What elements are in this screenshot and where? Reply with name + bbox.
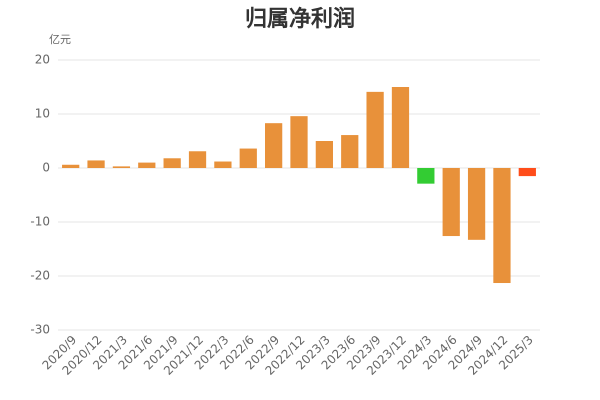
- y-axis-unit: 亿元: [49, 33, 71, 46]
- bar: [239, 148, 257, 168]
- bar: [163, 158, 181, 168]
- bar: [138, 162, 156, 168]
- bar: [265, 123, 283, 168]
- y-tick-label: 10: [35, 107, 50, 121]
- bar: [87, 160, 105, 168]
- bar: [62, 164, 80, 168]
- bar: [467, 168, 486, 240]
- bar: [442, 168, 460, 237]
- bar: [290, 116, 308, 168]
- bar: [417, 168, 435, 184]
- y-tick-label: 0: [42, 161, 50, 175]
- bar: [493, 168, 511, 284]
- bar: [315, 141, 333, 168]
- y-tick-label: -30: [30, 323, 50, 337]
- bar: [341, 135, 359, 168]
- bar: [366, 91, 384, 168]
- y-tick-label: -10: [30, 215, 50, 229]
- y-tick-label: -20: [30, 269, 50, 283]
- y-tick-label: 20: [35, 53, 50, 67]
- bar: [112, 166, 131, 168]
- bar: [518, 168, 536, 177]
- bar: [391, 87, 410, 168]
- bar: [214, 161, 232, 168]
- chart-title: 归属净利润: [245, 6, 355, 32]
- bar: [188, 151, 207, 168]
